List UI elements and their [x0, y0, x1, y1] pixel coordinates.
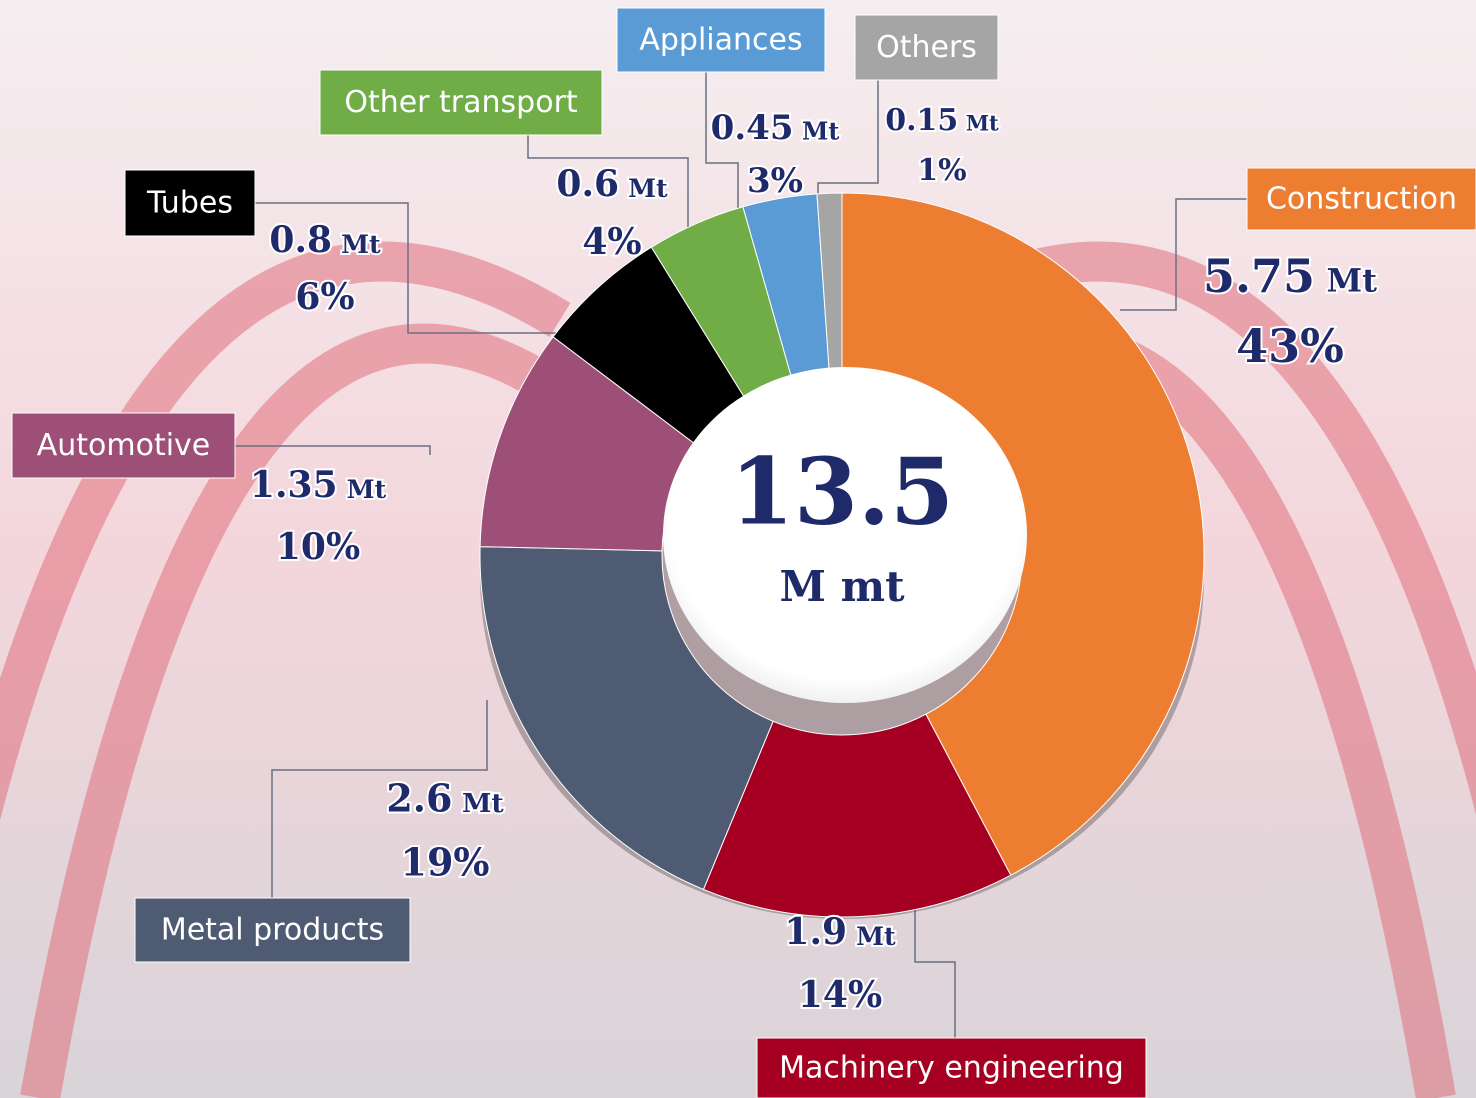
- value-label: 0.8: [269, 219, 332, 261]
- total-unit: M mt: [780, 562, 906, 611]
- value-label: 5.75: [1203, 249, 1315, 303]
- category-label: Metal products: [161, 913, 384, 948]
- value-unit: Mt: [347, 474, 387, 504]
- value-label: 0.6: [556, 163, 619, 205]
- value-unit: Mt: [628, 173, 668, 203]
- value-label: 0.15: [885, 103, 958, 138]
- category-label: Others: [876, 30, 977, 65]
- category-label: Machinery engineering: [779, 1051, 1124, 1086]
- share-label: 43%: [1236, 319, 1344, 373]
- share-label: 14%: [798, 974, 882, 1016]
- share-label: 3%: [747, 161, 803, 201]
- value-label: 2.6: [386, 776, 452, 821]
- share-label: 4%: [582, 221, 641, 263]
- value-label: 1.9: [784, 911, 847, 953]
- value-unit: Mt: [856, 921, 896, 951]
- value-unit: Mt: [966, 111, 999, 136]
- share-label: 6%: [295, 276, 354, 318]
- category-label: Tubes: [146, 186, 233, 221]
- category-label: Construction: [1266, 182, 1457, 217]
- value-unit: Mt: [341, 229, 381, 259]
- value-unit: Mt: [462, 788, 504, 819]
- value-unit: Mt: [802, 118, 839, 146]
- value-label: 0.45: [711, 108, 794, 148]
- category-label: Appliances: [639, 23, 802, 58]
- category-label: Automotive: [37, 428, 211, 463]
- category-label: Other transport: [344, 85, 578, 120]
- share-label: 10%: [276, 526, 360, 568]
- value-unit: Mt: [1327, 262, 1378, 300]
- total: 13.5: [730, 438, 954, 546]
- share-label: 19%: [401, 840, 490, 885]
- infographic: 13.5 M mt Construction 5.75 Mt 43% Machinery…: [0, 0, 1476, 1098]
- share-label: 1%: [917, 153, 966, 188]
- value-label: 1.35: [250, 464, 338, 506]
